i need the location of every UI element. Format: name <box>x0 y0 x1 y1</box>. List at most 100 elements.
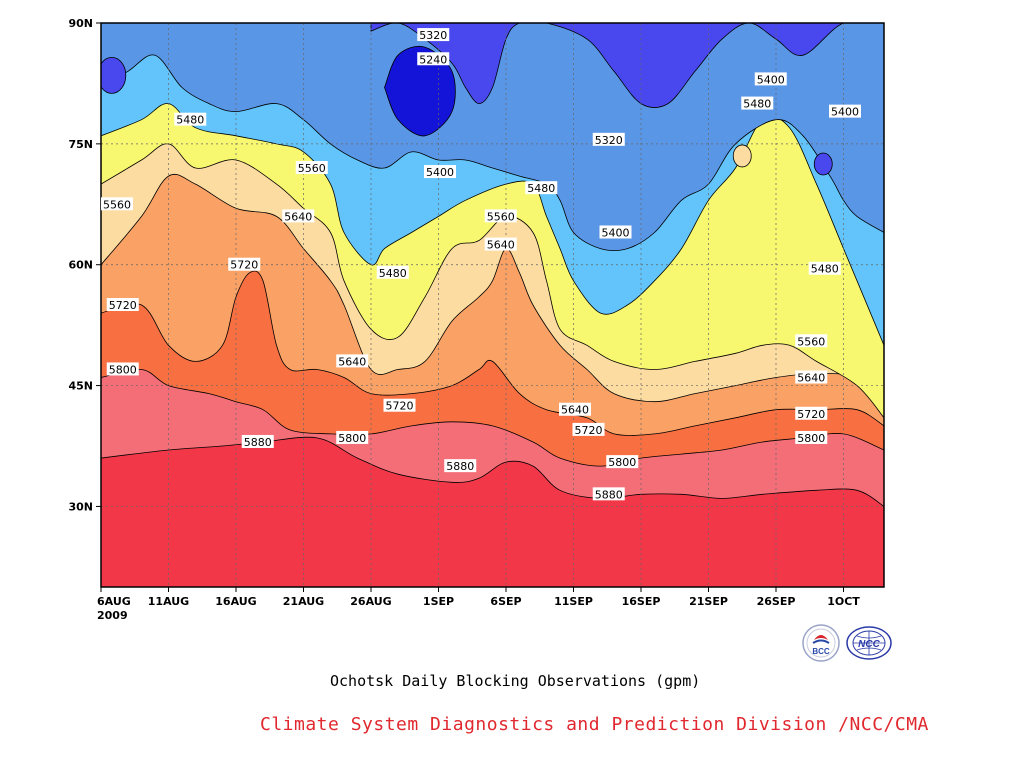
contour-label-6: 5800 <box>797 432 825 445</box>
x-tick-label-0: 6AUG <box>97 595 131 608</box>
contour-label-2: 5880 <box>595 488 623 501</box>
contour-label-bg-31 <box>592 132 625 146</box>
contour-label-18: 5560 <box>298 162 326 175</box>
x-tick-label-4: 26AUG <box>350 595 391 608</box>
contour-label-31: 5320 <box>595 134 623 147</box>
contour-label-19: 5560 <box>487 210 515 223</box>
contour-label-23: 5480 <box>527 182 555 195</box>
contour-label-bg-4 <box>336 430 369 444</box>
contour-label-27: 5400 <box>602 226 630 239</box>
x-tick-label-7: 11SEP <box>554 595 593 608</box>
y-tick-label-0: 90N <box>68 17 93 30</box>
contour-label-3: 5800 <box>109 363 137 376</box>
x-tick-label-10: 26SEP <box>757 595 796 608</box>
contour-label-17: 5560 <box>103 198 131 211</box>
contour-label-30: 5320 <box>419 29 447 42</box>
y-axis: 90N 75N 60N 45N 30N <box>68 17 101 513</box>
contour-label-bg-24 <box>741 96 774 110</box>
contour-label-22: 5480 <box>379 267 407 280</box>
contour-label-bg-7 <box>106 298 139 311</box>
contour-closed-5400-1 <box>813 152 833 176</box>
chart-title: Ochotsk Daily Blocking Observations (gpm… <box>330 672 701 690</box>
contour-label-21: 5480 <box>176 114 204 127</box>
x-axis-year-label: 2009 <box>97 609 128 622</box>
contour-label-bg-2 <box>592 487 625 501</box>
y-tick-label-1: 75N <box>68 138 93 151</box>
contour-label-1: 5880 <box>446 460 474 473</box>
contour-label-24: 5480 <box>743 98 771 111</box>
contour-label-bg-29 <box>829 104 861 118</box>
contour-label-15: 5640 <box>561 404 589 417</box>
plot-frame <box>100 22 885 588</box>
x-tick-label-5: 1SEP <box>423 595 454 608</box>
contour-label-bg-5 <box>606 455 639 469</box>
contour-band-5240 <box>384 45 456 137</box>
contour-label-bg-11 <box>795 406 828 420</box>
svg-text:NCC: NCC <box>858 639 880 650</box>
x-tick-label-8: 16SEP <box>622 595 661 608</box>
y-tick-label-3: 45N <box>68 380 93 393</box>
contour-bands <box>101 23 884 507</box>
contour-label-14: 5640 <box>487 239 515 252</box>
bcc-logo: BCC <box>802 624 840 662</box>
contour-label-4: 5800 <box>338 432 366 445</box>
x-tick-label-3: 21AUG <box>283 595 324 608</box>
contour-label-bg-30 <box>417 28 450 42</box>
x-axis: 6AUG 11AUG 16AUG 21AUG 26AUG 1SEP 6SEP 11SEP 16S… <box>97 587 860 608</box>
contour-label-bg-12 <box>282 209 315 223</box>
contour-label-29: 5400 <box>831 106 859 119</box>
contour-label-bg-28 <box>754 72 787 86</box>
contour-label-bg-6 <box>795 430 828 444</box>
contour-label-10: 5720 <box>575 424 603 437</box>
x-tick-label-1: 11AUG <box>148 595 189 608</box>
x-tick-label-9: 21SEP <box>689 595 728 608</box>
contour-label-7: 5720 <box>109 299 137 312</box>
contour-label-bg-20 <box>795 334 828 348</box>
contour-label-bg-23 <box>525 181 558 195</box>
contour-label-5: 5800 <box>608 456 636 469</box>
contour-label-26: 5400 <box>426 166 454 179</box>
contour-label-28: 5400 <box>757 73 785 86</box>
contour-label-bg-9 <box>383 398 416 412</box>
y-tick-label-4: 30N <box>68 500 93 513</box>
contour-label-8: 5720 <box>230 259 258 272</box>
contour-label-bg-14 <box>484 237 517 251</box>
y-tick-label-2: 60N <box>68 259 93 272</box>
svg-text:BCC: BCC <box>812 647 830 656</box>
contour-label-bg-0 <box>241 434 274 448</box>
contour-label-12: 5640 <box>284 210 312 223</box>
contour-label-bg-3 <box>106 362 139 376</box>
x-tick-label-11: 1OCT <box>827 595 860 608</box>
contour-label-bg-32 <box>417 52 450 66</box>
contour-label-9: 5720 <box>386 400 414 413</box>
contour-label-bg-1 <box>444 459 477 473</box>
x-tick-label-2: 16AUG <box>215 595 256 608</box>
ncc-logo: NCC <box>846 626 892 660</box>
contour-label-bg-22 <box>376 265 409 279</box>
contour-label-13: 5640 <box>338 355 366 368</box>
contour-label-bg-25 <box>808 261 841 275</box>
contour-label-16: 5640 <box>797 372 825 385</box>
contour-label-11: 5720 <box>797 408 825 421</box>
contour-label-bg-18 <box>295 161 328 175</box>
x-tick-label-6: 6SEP <box>490 595 521 608</box>
contour-closed-5400-0 <box>101 56 127 94</box>
contour-label-32: 5240 <box>419 53 447 66</box>
contour-label-bg-13 <box>336 354 369 368</box>
contour-label-0: 5880 <box>244 436 272 449</box>
contour-label-20: 5560 <box>797 335 825 348</box>
contour-label-bg-16 <box>795 370 828 384</box>
contour-label-bg-17 <box>101 197 133 211</box>
grid-lines <box>101 23 884 587</box>
contour-label-bg-15 <box>559 402 591 416</box>
credit-line: Climate System Diagnostics and Predictio… <box>260 714 929 735</box>
contour-label-bg-19 <box>484 209 517 223</box>
contour-label-bg-26 <box>424 165 456 179</box>
contour-labels: 5880 5880 5880 5800 5800 5800 5800 5720 5720 5720… <box>101 28 861 501</box>
contour-label-bg-21 <box>174 112 207 126</box>
contour-label-bg-10 <box>572 422 605 436</box>
contour-label-bg-8 <box>228 257 261 271</box>
contour-label-bg-27 <box>599 225 632 239</box>
contour-closed-5560-2 <box>732 144 752 168</box>
